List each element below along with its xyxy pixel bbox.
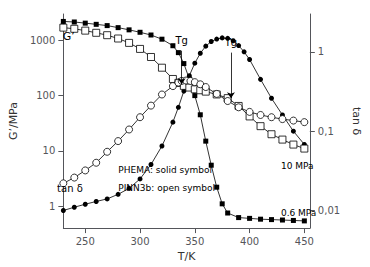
svg-text:0.6 MPa: 0.6 MPa [281, 208, 316, 218]
svg-text:0,1: 0,1 [318, 126, 334, 137]
svg-text:250: 250 [76, 236, 95, 247]
svg-text:Tg: Tg [224, 37, 237, 48]
svg-text:450: 450 [295, 236, 314, 247]
svg-text:300: 300 [130, 236, 149, 247]
svg-text:1: 1 [318, 46, 324, 57]
svg-text:10 MPa: 10 MPa [281, 161, 314, 171]
svg-text:T/K: T/K [177, 250, 196, 263]
svg-text:PINN3b: open symbol: PINN3b: open symbol [118, 183, 215, 193]
svg-text:G’: G’ [63, 30, 75, 43]
svg-text:Tg: Tg [174, 35, 187, 46]
svg-text:350: 350 [185, 236, 204, 247]
svg-text:tan δ: tan δ [350, 107, 363, 136]
svg-text:1000: 1000 [30, 35, 55, 46]
svg-text:1: 1 [49, 201, 55, 212]
svg-text:100: 100 [36, 90, 55, 101]
svg-text:400: 400 [240, 236, 259, 247]
svg-text:G’/MPa: G’/MPa [7, 102, 20, 140]
svg-text:PHEMA: solid symbol: PHEMA: solid symbol [118, 165, 212, 175]
svg-text:10: 10 [43, 145, 56, 156]
svg-text:tan δ: tan δ [57, 183, 83, 194]
svg-text:0,01: 0,01 [318, 205, 340, 216]
